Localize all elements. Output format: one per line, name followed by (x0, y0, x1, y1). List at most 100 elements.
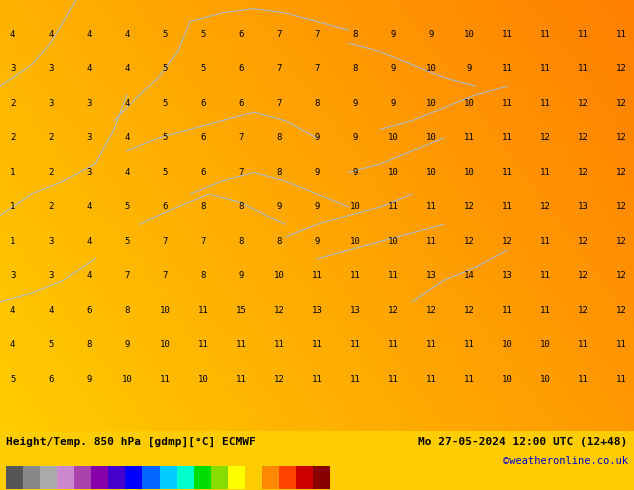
Text: 9: 9 (467, 65, 472, 74)
Text: 10: 10 (464, 168, 474, 177)
Text: 7: 7 (276, 30, 281, 39)
Bar (295, 466, 313, 489)
Text: 11: 11 (350, 271, 360, 280)
Text: 9: 9 (353, 99, 358, 108)
Text: 11: 11 (540, 237, 550, 246)
Text: 5: 5 (162, 30, 167, 39)
Text: 3: 3 (48, 65, 53, 74)
Text: 11: 11 (236, 341, 246, 349)
Text: 8: 8 (124, 306, 129, 315)
Text: 10: 10 (198, 375, 208, 384)
Text: 3: 3 (86, 168, 91, 177)
Text: 10: 10 (540, 341, 550, 349)
Text: 11: 11 (502, 168, 512, 177)
Text: 5: 5 (124, 237, 129, 246)
Text: 12: 12 (578, 237, 588, 246)
Text: 11: 11 (388, 375, 398, 384)
Bar (58, 466, 74, 489)
Text: Height/Temp. 850 hPa [gdmp][°C] ECMWF: Height/Temp. 850 hPa [gdmp][°C] ECMWF (6, 437, 256, 447)
Text: 5: 5 (200, 65, 205, 74)
Text: 10: 10 (350, 202, 360, 212)
Text: 10: 10 (122, 375, 132, 384)
Text: ©weatheronline.co.uk: ©weatheronline.co.uk (503, 456, 628, 466)
Text: 11: 11 (540, 306, 550, 315)
Text: 11: 11 (502, 202, 512, 212)
Text: 4: 4 (86, 237, 91, 246)
Text: 5: 5 (10, 375, 15, 384)
Text: 5: 5 (162, 99, 167, 108)
Text: 4: 4 (10, 306, 15, 315)
Text: 7: 7 (238, 133, 243, 143)
Text: 13: 13 (350, 306, 360, 315)
Text: 10: 10 (540, 375, 550, 384)
Text: 1: 1 (10, 168, 15, 177)
Text: 5: 5 (48, 341, 53, 349)
Text: 10: 10 (426, 168, 436, 177)
Text: 9: 9 (276, 202, 281, 212)
Text: 11: 11 (426, 237, 436, 246)
Text: 3: 3 (86, 133, 91, 143)
Text: 12: 12 (616, 237, 626, 246)
Text: 11: 11 (540, 30, 550, 39)
Bar (160, 466, 176, 489)
Text: 11: 11 (312, 375, 322, 384)
Bar (91, 466, 108, 489)
Text: 9: 9 (391, 99, 396, 108)
Text: 12: 12 (616, 133, 626, 143)
Text: 11: 11 (426, 375, 436, 384)
Text: 11: 11 (616, 30, 626, 39)
Text: 12: 12 (616, 271, 626, 280)
Text: 4: 4 (124, 168, 129, 177)
Text: 11: 11 (502, 133, 512, 143)
Text: 11: 11 (502, 65, 512, 74)
Text: 11: 11 (312, 271, 322, 280)
Text: 4: 4 (124, 133, 129, 143)
Text: 10: 10 (388, 237, 398, 246)
Text: 13: 13 (502, 271, 512, 280)
Text: 9: 9 (353, 168, 358, 177)
Text: 4: 4 (124, 99, 129, 108)
Text: 11: 11 (388, 202, 398, 212)
Text: 11: 11 (274, 341, 284, 349)
Text: 11: 11 (578, 65, 588, 74)
Text: 12: 12 (274, 306, 284, 315)
Text: 4: 4 (124, 65, 129, 74)
Text: 3: 3 (48, 99, 53, 108)
Text: 8: 8 (276, 133, 281, 143)
Text: 9: 9 (429, 30, 434, 39)
Text: 11: 11 (464, 341, 474, 349)
Text: 10: 10 (274, 271, 284, 280)
Bar (210, 466, 228, 489)
Text: 8: 8 (200, 202, 205, 212)
Bar (74, 466, 91, 489)
Text: 2: 2 (10, 133, 15, 143)
Text: 6: 6 (162, 202, 167, 212)
Text: 6: 6 (238, 30, 243, 39)
Text: 12: 12 (616, 202, 626, 212)
Text: 12: 12 (616, 65, 626, 74)
Text: 2: 2 (48, 133, 53, 143)
Text: 12: 12 (540, 202, 550, 212)
Text: 14: 14 (464, 271, 474, 280)
Text: 12: 12 (578, 168, 588, 177)
Bar (6, 466, 23, 489)
Text: 11: 11 (198, 341, 208, 349)
Text: 12: 12 (464, 237, 474, 246)
Text: 11: 11 (160, 375, 170, 384)
Text: 10: 10 (426, 99, 436, 108)
Text: 10: 10 (388, 168, 398, 177)
Text: 11: 11 (616, 375, 626, 384)
Text: 2: 2 (48, 168, 53, 177)
Text: 4: 4 (10, 30, 15, 39)
Text: 8: 8 (200, 271, 205, 280)
Text: 10: 10 (502, 341, 512, 349)
Text: 4: 4 (10, 341, 15, 349)
Text: 3: 3 (10, 65, 15, 74)
Text: 4: 4 (86, 271, 91, 280)
Text: 3: 3 (48, 237, 53, 246)
Text: 12: 12 (578, 133, 588, 143)
Text: Mo 27-05-2024 12:00 UTC (12+48): Mo 27-05-2024 12:00 UTC (12+48) (418, 437, 628, 447)
Text: 10: 10 (426, 133, 436, 143)
Text: 11: 11 (540, 271, 550, 280)
Text: 11: 11 (426, 341, 436, 349)
